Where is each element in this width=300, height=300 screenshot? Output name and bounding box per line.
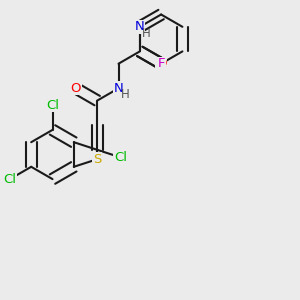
Text: H: H xyxy=(142,27,151,40)
Text: S: S xyxy=(93,153,101,166)
Text: O: O xyxy=(156,57,166,70)
Text: O: O xyxy=(70,82,81,95)
Text: H: H xyxy=(121,88,130,101)
Text: Cl: Cl xyxy=(114,151,127,164)
Text: N: N xyxy=(114,82,123,95)
Text: Cl: Cl xyxy=(46,99,59,112)
Text: N: N xyxy=(135,20,145,33)
Text: F: F xyxy=(158,57,165,70)
Text: Cl: Cl xyxy=(3,172,16,186)
